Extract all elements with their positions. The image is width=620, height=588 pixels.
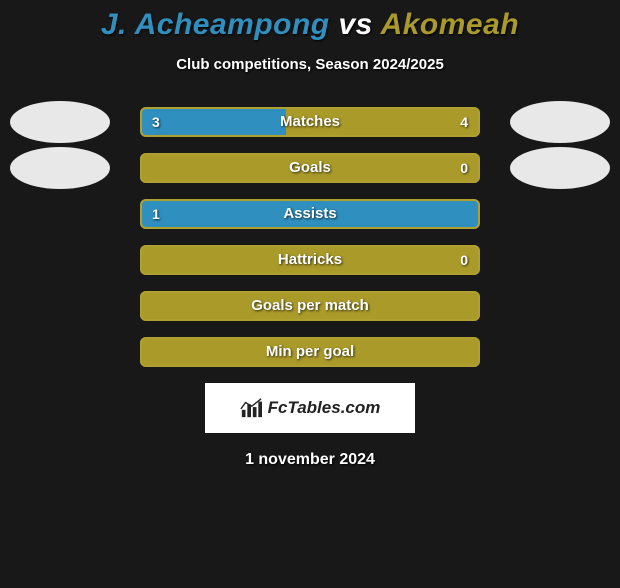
snapshot-date: 1 november 2024 [0,451,620,469]
vs-label: vs [338,8,372,41]
stat-row: 34Matches [10,107,610,137]
stats-chart: 34Matches0Goals1Assists0HattricksGoals p… [0,107,620,367]
stat-row: 1Assists [10,199,610,229]
bar-track [140,107,480,137]
brand-badge: FcTables.com [205,383,415,433]
bar-track [140,245,480,275]
player2-value: 0 [448,245,480,275]
player2-avatar [510,147,610,189]
comparison-title: J. Acheampong vs Akomeah [0,8,620,42]
stat-row: 0Hattricks [10,245,610,275]
player1-avatar [10,147,110,189]
player2-avatar [510,101,610,143]
player1-value: 3 [140,107,172,137]
player2-bar [140,291,480,321]
subtitle: Club competitions, Season 2024/2025 [0,56,620,73]
player1-name: J. Acheampong [101,8,330,41]
player2-value: 0 [448,153,480,183]
bar-track [140,153,480,183]
bar-track [140,337,480,367]
player1-avatar [10,101,110,143]
player2-name: Akomeah [381,8,520,41]
brand-bars-icon [240,397,262,419]
bar-track [140,291,480,321]
player2-bar [140,245,480,275]
player1-value: 1 [140,199,172,229]
player1-bar [140,199,480,229]
stat-row: Min per goal [10,337,610,367]
stat-row: Goals per match [10,291,610,321]
player2-value: 4 [448,107,480,137]
bar-track [140,199,480,229]
player2-bar [140,337,480,367]
brand-text: FcTables.com [268,398,381,418]
player2-bar [140,153,480,183]
stat-row: 0Goals [10,153,610,183]
